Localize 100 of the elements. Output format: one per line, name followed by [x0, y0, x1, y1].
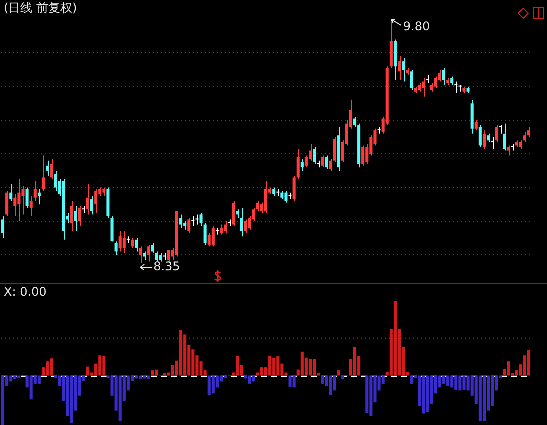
- bar: [446, 376, 450, 386]
- candlestick: [50, 158, 54, 180]
- candlestick: [70, 200, 74, 232]
- bar: [98, 356, 102, 376]
- candlestick: [284, 190, 288, 204]
- candlestick: [503, 123, 506, 152]
- bar: [252, 376, 256, 382]
- bar: [442, 376, 446, 384]
- candlestick: [300, 158, 304, 172]
- candlestick: [167, 250, 170, 262]
- candlestick: [34, 180, 37, 202]
- candlestick: [54, 170, 58, 192]
- candlestick: [139, 246, 142, 264]
- candlestick: [362, 145, 365, 166]
- candlestick: [26, 187, 29, 208]
- bar: [86, 366, 90, 376]
- candlestick: [507, 145, 510, 156]
- candlestick: [224, 220, 228, 234]
- candlestick: [434, 76, 438, 89]
- candlestick: [325, 155, 328, 170]
- candlestick: [264, 180, 268, 214]
- candlestick: [86, 184, 90, 216]
- annotation: 8.35: [154, 260, 180, 274]
- bar: [70, 376, 74, 424]
- candlestick: [74, 206, 78, 232]
- bar: [313, 359, 316, 376]
- bar: [370, 376, 373, 416]
- candlestick: [14, 194, 17, 217]
- bar: [248, 376, 252, 384]
- bar: [321, 376, 324, 384]
- bar: [139, 376, 142, 380]
- bar: [260, 368, 264, 376]
- bar: [410, 376, 414, 384]
- candlestick: [292, 175, 296, 202]
- candlestick: [220, 224, 224, 236]
- candlestick: [46, 160, 50, 176]
- candlestick: [180, 214, 183, 229]
- candlestick: [90, 196, 94, 216]
- candlestick: [474, 120, 478, 132]
- candlestick: [313, 146, 316, 165]
- bar: [102, 356, 106, 376]
- bar: [14, 376, 17, 380]
- candlestick: [42, 155, 45, 192]
- candlestick: [147, 244, 150, 262]
- bar: [276, 356, 280, 376]
- candlestick: [204, 222, 207, 246]
- candlestick: [212, 226, 215, 248]
- bar: [422, 376, 426, 414]
- bar: [2, 376, 5, 425]
- candlestick: [240, 207, 244, 238]
- candlestick: [196, 214, 199, 226]
- candlestick: [118, 231, 122, 252]
- candlestick: [410, 69, 414, 91]
- bar: [341, 376, 344, 380]
- candlestick: [78, 206, 82, 227]
- candlestick: [94, 188, 98, 214]
- bar: [46, 362, 50, 376]
- candlestick: [304, 155, 308, 168]
- bar: [118, 376, 122, 422]
- bar: [30, 376, 33, 400]
- candlestick: [478, 125, 482, 148]
- candlestick: [110, 216, 114, 242]
- candlestick: [122, 231, 126, 254]
- bar: [458, 376, 462, 391]
- bar: [171, 365, 174, 376]
- text: X: 0.00: [4, 285, 47, 300]
- candlestick: [296, 148, 300, 180]
- candlestick: [482, 130, 486, 150]
- bar: [208, 376, 211, 396]
- bar: [184, 334, 187, 376]
- bar: [450, 376, 454, 388]
- candlestick: [398, 56, 402, 81]
- candlestick: [402, 58, 406, 82]
- candlestick: [523, 132, 526, 143]
- candlestick: [2, 216, 5, 239]
- candlestick: [130, 238, 134, 249]
- bar: [329, 376, 332, 396]
- bar: [180, 330, 183, 376]
- bar: [212, 376, 215, 394]
- candlestick: [155, 251, 158, 262]
- candlestick: [30, 196, 33, 217]
- candlestick: [188, 218, 191, 234]
- candlestick: [200, 212, 203, 227]
- candlestick: [442, 68, 446, 86]
- candlestick: [10, 184, 13, 202]
- candlestick: [151, 242, 154, 254]
- candlestick: [114, 241, 118, 256]
- bar: [478, 376, 482, 422]
- bar: [507, 362, 510, 376]
- bar: [288, 376, 292, 387]
- candlestick: [192, 216, 195, 227]
- candlestick: [232, 200, 236, 227]
- bar: [268, 356, 272, 376]
- bar: [454, 376, 458, 390]
- bar: [308, 359, 312, 376]
- bar: [292, 376, 296, 388]
- candlestick: [491, 136, 494, 150]
- bar: [147, 376, 150, 380]
- candlestick: [244, 219, 248, 234]
- bar: [272, 358, 276, 376]
